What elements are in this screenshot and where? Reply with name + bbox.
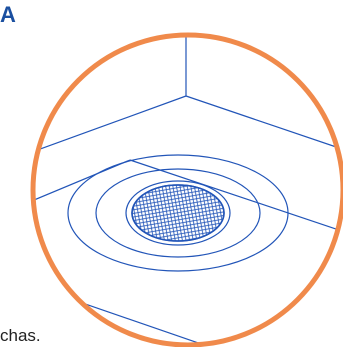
caption-fragment: chas. xyxy=(0,326,41,345)
wall-floor-right-line xyxy=(185,95,343,151)
floor-scene xyxy=(33,35,343,345)
drain-middle-ring xyxy=(95,168,261,258)
panel-label: A xyxy=(0,2,17,27)
tile-line xyxy=(129,159,343,233)
drain-outer-ring xyxy=(67,154,289,272)
drain-inner-ring xyxy=(125,180,231,246)
tile-line xyxy=(33,159,131,211)
drain-mesh-icon xyxy=(131,184,225,242)
detail-circle-frame xyxy=(30,32,343,347)
